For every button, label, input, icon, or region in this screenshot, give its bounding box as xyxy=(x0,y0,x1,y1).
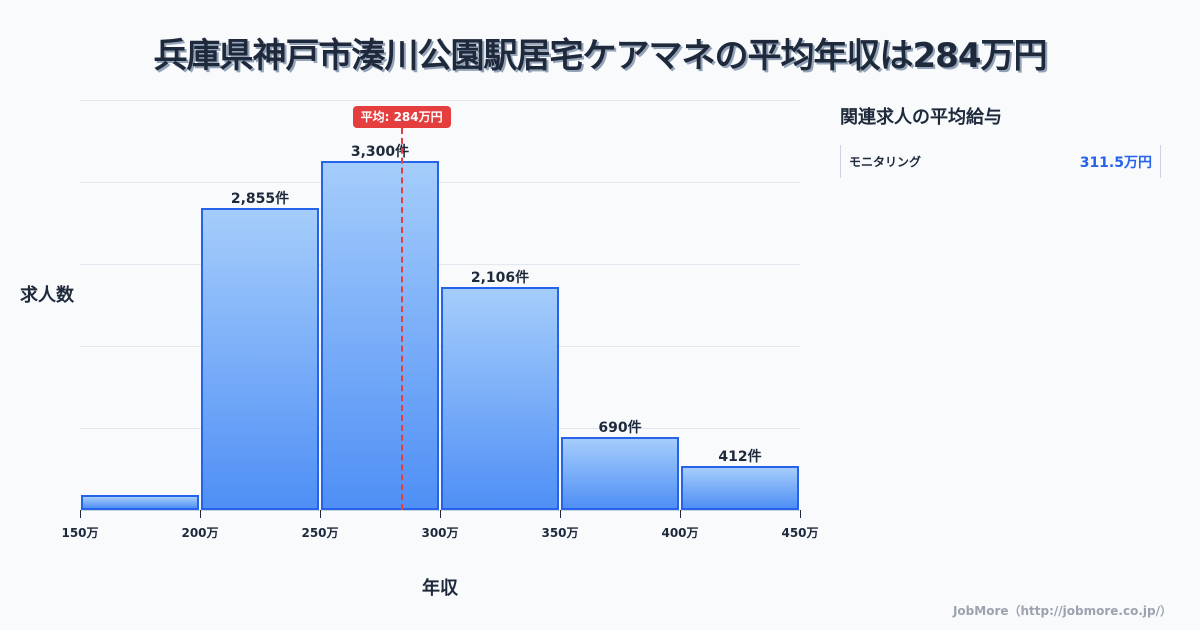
x-tick xyxy=(200,510,201,518)
bar-value-label: 2,106件 xyxy=(470,270,530,287)
x-tick-label: 300万 xyxy=(421,526,459,540)
page-title: 兵庫県神戸市湊川公園駅居宅ケアマネの平均年収は284万円 xyxy=(153,36,1048,76)
bar-value-label: 690件 xyxy=(598,420,642,437)
average-badge: 平均: 284万円 xyxy=(352,106,451,128)
x-tick xyxy=(80,510,81,518)
gridline xyxy=(80,100,800,101)
x-axis-label: 年収 xyxy=(422,578,458,599)
gridline xyxy=(80,428,800,429)
x-tick xyxy=(560,510,561,518)
related-salary-title: 関連求人の平均給与 xyxy=(840,107,1002,128)
gridline xyxy=(80,346,800,347)
y-axis-label: 求人数 xyxy=(20,285,74,306)
gridline xyxy=(80,182,800,183)
bar-value-label: 2,855件 xyxy=(230,191,290,208)
gridline xyxy=(80,264,800,265)
x-tick-label: 200万 xyxy=(181,526,219,540)
histogram-bar[interactable] xyxy=(561,437,679,510)
bar-value-label: 412件 xyxy=(718,449,762,466)
footer-credit: JobMore（http://jobmore.co.jp/） xyxy=(952,604,1172,618)
x-tick-label: 450万 xyxy=(781,526,819,540)
histogram-bar[interactable] xyxy=(81,494,199,510)
x-tick xyxy=(440,510,441,518)
histogram-bar[interactable] xyxy=(201,208,319,510)
histogram-bar[interactable] xyxy=(321,161,439,510)
bar-value-label: 3,300件 xyxy=(350,144,410,161)
x-tick-label: 350万 xyxy=(541,526,579,540)
related-salary-item[interactable]: モニタリング 311.5万円 xyxy=(840,145,1161,178)
related-job-salary: 311.5万円 xyxy=(1079,154,1152,171)
histogram-bar[interactable] xyxy=(441,287,559,510)
average-line xyxy=(400,128,403,510)
related-job-name: モニタリング xyxy=(849,155,922,169)
histogram-bar[interactable] xyxy=(681,466,799,510)
x-tick-label: 400万 xyxy=(661,526,699,540)
x-tick xyxy=(800,510,801,518)
x-tick-label: 250万 xyxy=(301,526,339,540)
x-tick-label: 150万 xyxy=(61,526,99,540)
salary-histogram: 求人数 年収 2,855件 3,300件 2,106件 690件 412件 150万 200… xyxy=(20,100,819,599)
x-tick xyxy=(320,510,321,518)
x-tick xyxy=(680,510,681,518)
